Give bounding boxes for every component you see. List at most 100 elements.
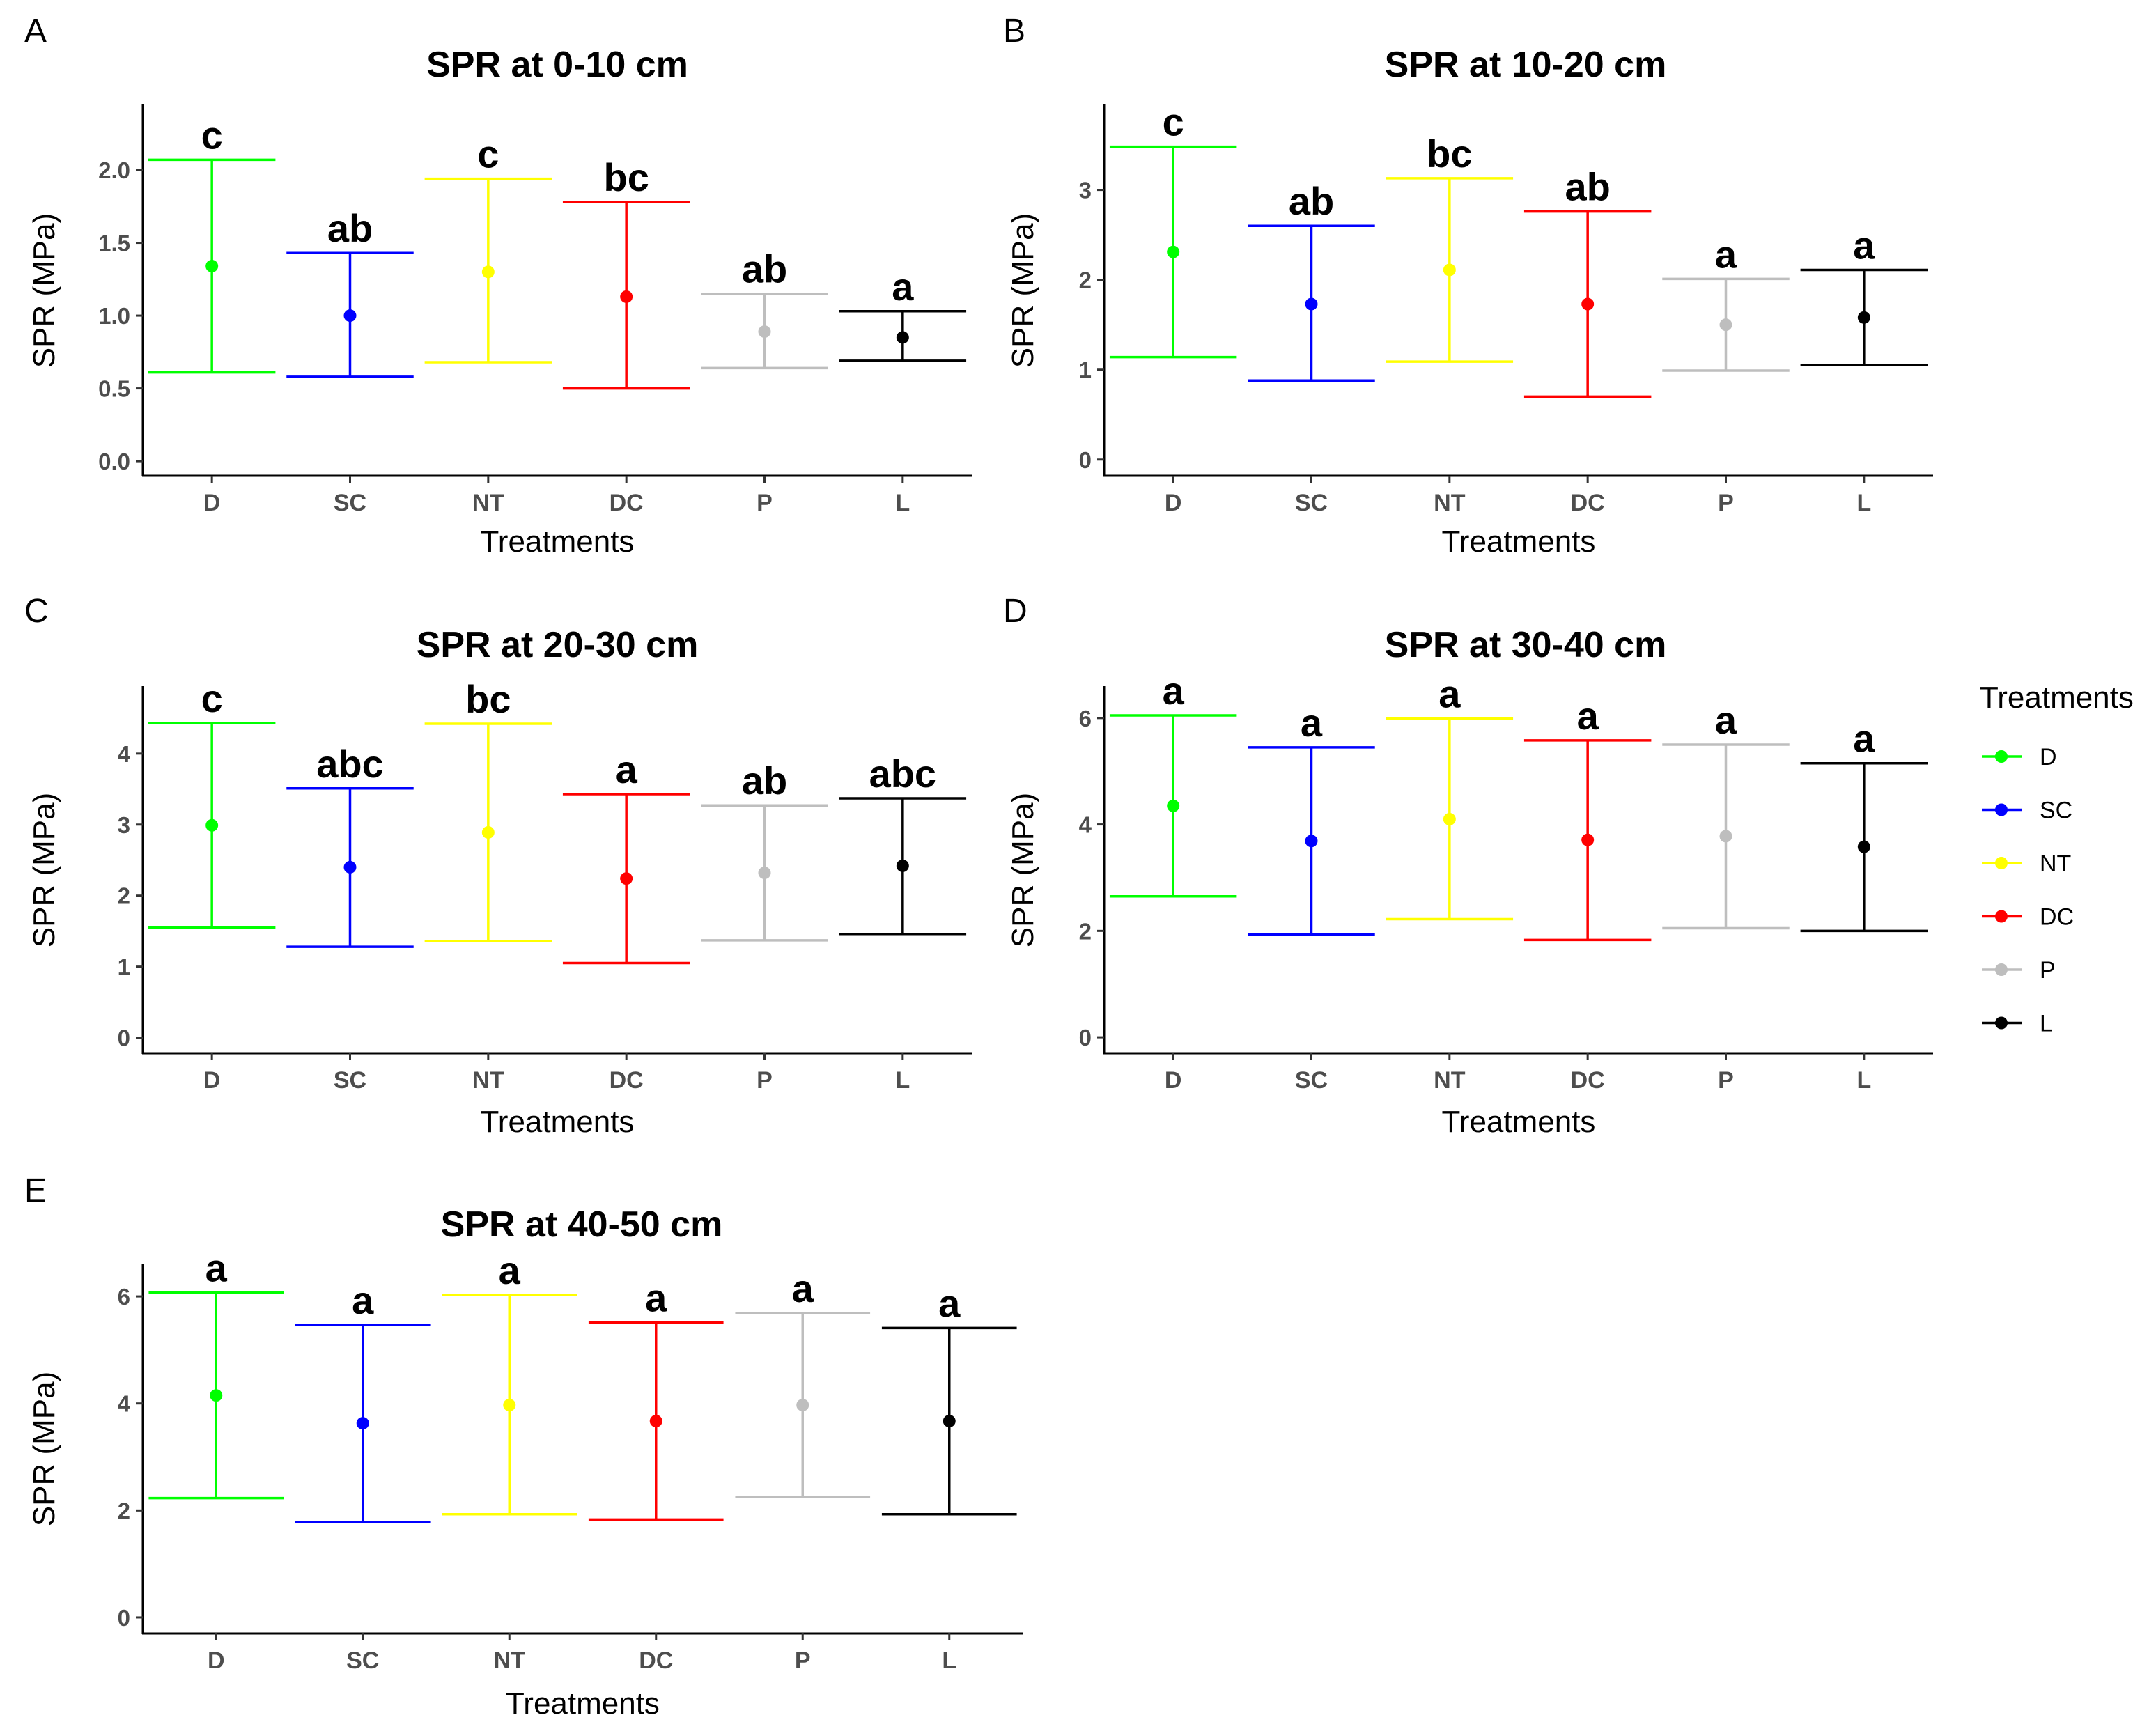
mean-point-d [1167, 245, 1180, 258]
x-tick-label: SC [346, 1647, 379, 1674]
x-tick-label: P [757, 1067, 773, 1094]
legend-item-l: L [1982, 1011, 2053, 1037]
mean-point-sc [1305, 297, 1318, 311]
panel-label: E [24, 1172, 47, 1209]
x-tick-label: P [1718, 490, 1734, 516]
mean-point-d [210, 1389, 223, 1402]
legend-label: P [2040, 957, 2056, 984]
y-axis-title: SPR (MPa) [1006, 213, 1040, 368]
significance-letter: abc [316, 742, 384, 786]
x-tick-label: SC [1295, 1067, 1328, 1094]
significance-letter: c [201, 676, 223, 720]
mean-point-p [1719, 830, 1732, 843]
x-tick-label: P [795, 1647, 811, 1674]
legend-label: SC [2040, 798, 2072, 824]
significance-letter: a [205, 1246, 228, 1290]
mean-point-sc [343, 860, 357, 874]
chart-title: SPR at 30-40 cm [1385, 625, 1667, 665]
significance-letter: a [616, 747, 638, 791]
x-axis-title: Treatments [1442, 525, 1596, 559]
panel-label: B [1003, 13, 1025, 49]
mean-point-l [1857, 840, 1870, 853]
mean-point-sc [356, 1417, 369, 1430]
legend-label: DC [2040, 904, 2074, 931]
y-tick-label: 1.5 [98, 231, 130, 256]
x-tick-label: D [203, 490, 221, 516]
y-tick-label: 1 [1079, 357, 1092, 383]
x-tick-label: L [1856, 490, 1871, 516]
significance-letter: ab [742, 759, 787, 802]
chart-panel-b: B SPR at 10-20 cm 0 1 2 3 Dc SC ab NT bc DC ab Pa La Tr… [1003, 13, 1933, 559]
significance-letter: abc [869, 752, 937, 796]
significance-letter: a [1163, 669, 1185, 713]
x-tick-label: DC [1571, 490, 1605, 516]
y-tick-label: 2 [118, 1498, 130, 1523]
x-tick-label: SC [1295, 490, 1328, 516]
significance-letter: c [477, 132, 499, 176]
legend-key-point [1995, 857, 2008, 869]
y-tick-label: 3 [118, 812, 130, 838]
y-tick-label: 0.0 [98, 449, 130, 474]
significance-letter: ab [1565, 165, 1610, 209]
mean-point-p [758, 867, 771, 880]
panel-label: A [24, 13, 47, 49]
significance-letter: ab [1289, 179, 1334, 223]
x-tick-label: DC [610, 490, 644, 516]
chart-title: SPR at 20-30 cm [417, 625, 699, 665]
significance-letter: c [1163, 100, 1184, 144]
y-tick-label: 0 [1079, 1025, 1092, 1050]
chart-panel-e: E SPR at 40-50 cm 0 2 4 6 Da SC a NT a DC a Pa La Treat… [24, 1172, 1023, 1715]
y-tick-label: 2 [1079, 267, 1092, 293]
significance-letter: bc [465, 677, 511, 721]
x-tick-label: L [895, 490, 910, 516]
chart-title: SPR at 10-20 cm [1385, 45, 1667, 85]
significance-letter: a [1301, 701, 1323, 745]
mean-point-nt [1443, 263, 1456, 277]
mean-point-dc [1581, 833, 1595, 846]
x-axis-title: Treatments [506, 1686, 660, 1715]
significance-letter: a [1715, 698, 1737, 742]
mean-point-sc [343, 309, 357, 323]
x-tick-label: L [895, 1067, 910, 1094]
mean-point-d [205, 818, 219, 832]
legend-key-point [1995, 803, 2008, 816]
x-tick-label: L [1856, 1067, 1871, 1094]
legend-item-d: D [1982, 744, 2057, 770]
y-tick-label: 4 [1079, 812, 1092, 838]
x-tick-label: DC [1571, 1067, 1605, 1094]
legend-key-point [1995, 750, 2008, 763]
y-tick-label: 0 [1079, 447, 1092, 473]
x-tick-label: DC [610, 1067, 644, 1094]
mean-point-p [758, 325, 771, 339]
x-tick-label: P [1718, 1067, 1734, 1094]
significance-letter: a [352, 1278, 374, 1322]
significance-letter: a [1853, 223, 1875, 267]
y-tick-label: 1 [118, 954, 130, 980]
x-tick-label: NT [472, 490, 504, 516]
y-tick-label: 0.5 [98, 376, 130, 402]
legend-key-point [1995, 963, 2008, 976]
y-tick-label: 0 [118, 1605, 130, 1631]
x-tick-label: P [757, 490, 773, 516]
significance-letter: a [1853, 717, 1875, 761]
y-tick-label: 3 [1079, 178, 1092, 203]
significance-letter: c [201, 113, 223, 157]
y-tick-label: 6 [1079, 706, 1092, 731]
mean-point-p [1719, 318, 1732, 332]
x-tick-label: NT [494, 1647, 526, 1674]
x-axis-title: Treatments [481, 1105, 635, 1139]
mean-point-nt [481, 265, 495, 279]
mean-point-l [896, 331, 909, 344]
chart-panel-d: D SPR at 30-40 cm 0 2 4 6 Da SC a NT a DC a Pa La Treat… [1003, 593, 1933, 1139]
significance-letter: a [1577, 694, 1599, 738]
significance-letter: a [645, 1276, 667, 1320]
y-axis-title: SPR (MPa) [27, 1372, 61, 1526]
x-tick-label: NT [1434, 1067, 1466, 1094]
mean-point-nt [1443, 812, 1456, 825]
legend-item-p: P [1982, 957, 2056, 984]
significance-letter: ab [327, 206, 373, 250]
legend-item-nt: NT [1982, 851, 2071, 877]
legend-key-point [1995, 1016, 2008, 1030]
mean-point-dc [649, 1415, 662, 1428]
significance-letter: ab [742, 247, 787, 291]
